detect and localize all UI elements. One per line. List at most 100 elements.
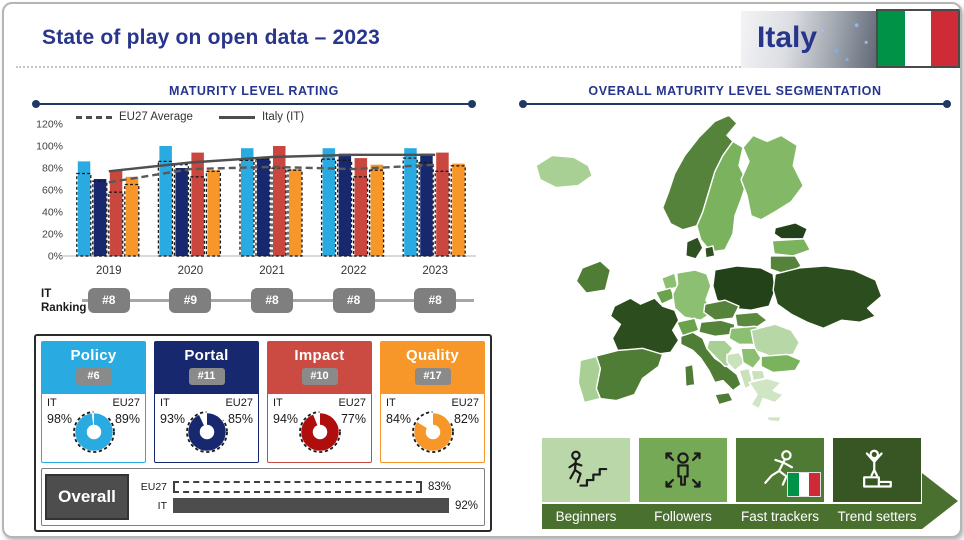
quality-card-header: Quality #17 bbox=[381, 342, 484, 394]
person-on-podium-icon bbox=[863, 449, 892, 488]
legend-label: EU27 Average bbox=[119, 111, 193, 123]
country-latvia bbox=[771, 238, 812, 257]
x-axis-label: 2023 bbox=[422, 265, 448, 277]
country-czechia bbox=[703, 299, 740, 321]
svg-text:100%: 100% bbox=[36, 141, 63, 153]
overall-bars: EU27 83% IT 92% bbox=[129, 481, 481, 513]
svg-text:60%: 60% bbox=[42, 185, 63, 197]
impact-card-body: IT EU27 94% 77% bbox=[268, 394, 371, 462]
italy-flag-marker bbox=[787, 472, 821, 497]
svg-text:40%: 40% bbox=[42, 207, 63, 219]
impact-donut-chart bbox=[292, 404, 348, 462]
svg-text:80%: 80% bbox=[42, 163, 63, 175]
header-divider bbox=[16, 66, 948, 68]
x-axis-label: 2021 bbox=[259, 265, 285, 277]
segments-arrow-band: Beginners Followers Fast trackers Trend … bbox=[542, 504, 922, 529]
svg-text:0%: 0% bbox=[48, 251, 63, 263]
flag-white-stripe bbox=[904, 11, 932, 66]
dashed-line-swatch bbox=[76, 115, 112, 119]
policy-card: Policy #6 IT EU27 98% 89% bbox=[41, 341, 146, 463]
europe-choropleth-map bbox=[535, 114, 883, 423]
left-section-title: MATURITY LEVEL RATING bbox=[168, 84, 339, 98]
country-spain bbox=[593, 347, 664, 402]
country-greece bbox=[748, 377, 784, 410]
segment-beginners bbox=[542, 438, 630, 502]
quality-donut-chart bbox=[405, 404, 461, 462]
person-running-icon bbox=[764, 450, 794, 486]
country-bulgaria bbox=[760, 353, 802, 374]
impact-rank-badge: #10 bbox=[301, 368, 338, 385]
arrow-tip bbox=[922, 473, 958, 529]
page-title: State of play on open data – 2023 bbox=[42, 26, 381, 49]
person-climbing-stairs-icon bbox=[568, 450, 608, 487]
country-italy-sardinia bbox=[684, 363, 696, 388]
it-ranking-label: IT Ranking bbox=[41, 288, 87, 314]
right-section-rule bbox=[519, 100, 951, 108]
segment-label-beginners: Beginners bbox=[555, 509, 617, 524]
overall-it-bar bbox=[173, 498, 449, 513]
country-denmark bbox=[685, 236, 704, 260]
country-serbia bbox=[740, 347, 762, 370]
portal-card: Portal #11 IT EU27 93% 85% bbox=[154, 341, 259, 463]
policy-rank-badge: #6 bbox=[75, 368, 112, 385]
country-france bbox=[609, 297, 680, 356]
impact-card: Impact #10 IT EU27 94% 77% bbox=[267, 341, 372, 463]
country-denmark-island bbox=[704, 245, 716, 259]
segment-label-trend-setters: Trend setters bbox=[837, 509, 917, 524]
dimension-cards-row: Policy #6 IT EU27 98% 89% Portal #11 IT bbox=[41, 341, 485, 463]
segment-label-followers: Followers bbox=[654, 509, 712, 524]
legend-item-eu27: EU27 Average bbox=[76, 111, 193, 123]
policy-card-body: IT EU27 98% 89% bbox=[42, 394, 145, 462]
policy-card-header: Policy #6 bbox=[42, 342, 145, 394]
quality-card: Quality #17 IT EU27 84% 82% bbox=[380, 341, 485, 463]
right-section-title: OVERALL MATURITY LEVEL SEGMENTATION bbox=[588, 84, 882, 98]
ranking-badge-2020: #9 bbox=[169, 288, 212, 313]
eu27-average-line bbox=[108, 163, 436, 184]
country-ireland bbox=[575, 260, 612, 294]
chart-legend: EU27 Average Italy (IT) bbox=[76, 111, 304, 123]
ranking-badge-2021: #8 bbox=[251, 288, 293, 313]
segment-label-fast-trackers: Fast trackers bbox=[740, 509, 819, 524]
portal-card-header: Portal #11 bbox=[155, 342, 258, 394]
ranking-badge-2019: #8 bbox=[87, 288, 130, 313]
x-axis-label: 2022 bbox=[341, 265, 367, 277]
country-estonia bbox=[773, 222, 809, 240]
country-germany bbox=[671, 269, 714, 321]
portal-rank-badge: #11 bbox=[188, 368, 225, 385]
policy-donut-chart bbox=[66, 404, 122, 462]
country-slovakia bbox=[734, 311, 768, 329]
x-axis-label: 2019 bbox=[96, 265, 122, 277]
flag-red-stripe bbox=[931, 11, 959, 66]
italy-flag bbox=[876, 9, 960, 68]
maturity-level-bar-chart: 0% 20% 40% 60% 80% 100% 120% 2019 2020 2021 2022 20… bbox=[32, 119, 480, 287]
country-romania bbox=[750, 323, 800, 358]
overall-label: Overall bbox=[45, 474, 129, 520]
ranking-badge-2023: #8 bbox=[414, 288, 457, 313]
country-ukraine bbox=[772, 265, 883, 329]
segment-followers bbox=[639, 438, 727, 502]
legend-label: Italy (IT) bbox=[261, 111, 305, 123]
legend-item-italy: Italy (IT) bbox=[218, 111, 305, 123]
country-name-label: Italy bbox=[757, 21, 818, 54]
country-portugal bbox=[577, 355, 602, 404]
flag-green-stripe bbox=[878, 11, 905, 66]
overall-it-row: IT 92% bbox=[157, 498, 479, 513]
country-bosnia bbox=[726, 351, 746, 372]
dimension-cards-panel: Policy #6 IT EU27 98% 89% Portal #11 IT bbox=[34, 334, 492, 532]
bars-group bbox=[76, 146, 466, 257]
segment-fast-trackers bbox=[736, 438, 824, 502]
portal-donut-chart bbox=[179, 404, 235, 462]
left-section-rule bbox=[32, 100, 476, 108]
quality-card-body: IT EU27 84% 82% bbox=[381, 394, 484, 462]
bar-chart-svg: 0% 20% 40% 60% 80% 100% 120% 2019 2020 2021 2022 20… bbox=[36, 119, 476, 277]
svg-text:20%: 20% bbox=[42, 229, 63, 241]
overall-score-panel: Overall EU27 83% IT 92% bbox=[41, 468, 485, 526]
country-finland bbox=[740, 134, 805, 221]
country-poland bbox=[712, 265, 776, 311]
country-italy-sicily bbox=[714, 391, 734, 406]
overall-eu27-bar bbox=[173, 481, 422, 493]
country-iceland bbox=[535, 154, 594, 189]
maturity-segments bbox=[542, 438, 921, 502]
country-italy bbox=[680, 331, 742, 392]
